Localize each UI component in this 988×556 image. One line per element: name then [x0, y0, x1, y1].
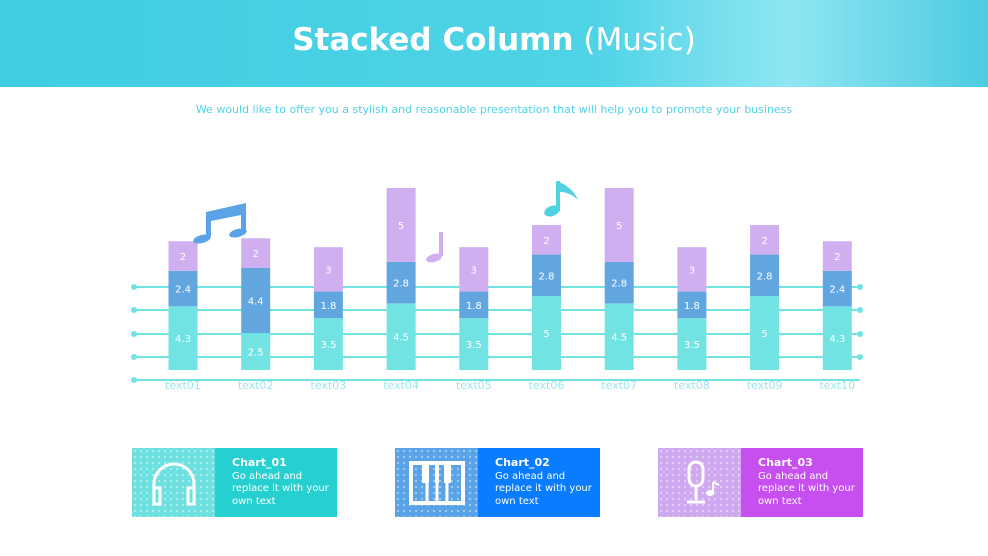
staff-dot — [857, 354, 863, 360]
data-label: 2.4 — [175, 285, 191, 296]
data-label: 1.8 — [466, 301, 482, 312]
page-title: Stacked Column (Music) — [292, 22, 696, 58]
data-label: 2.4 — [829, 285, 845, 296]
bar-segment — [604, 187, 634, 262]
bar-segment — [313, 318, 343, 370]
music-notes-icon — [193, 203, 247, 244]
bar-segment — [822, 306, 852, 370]
x-tick-label: text04 — [383, 379, 419, 392]
data-label: 5 — [761, 329, 767, 340]
data-label: 2 — [834, 252, 840, 263]
x-tick-label: text06 — [529, 379, 565, 392]
data-label: 4.3 — [829, 334, 845, 345]
data-label: 2 — [253, 249, 259, 260]
bar-segment — [386, 303, 416, 370]
x-tick-label: text08 — [674, 379, 710, 392]
data-label: 3 — [325, 265, 331, 276]
x-tick-label: text09 — [747, 379, 783, 392]
staff-dot — [131, 307, 137, 313]
bar-segment — [677, 291, 707, 319]
card-text: Go ahead and replace it with your own te… — [495, 470, 592, 507]
data-label: 2.8 — [393, 279, 409, 290]
x-tick-label: text07 — [601, 379, 637, 392]
data-label: 4.5 — [393, 333, 409, 344]
data-label: 5 — [616, 221, 622, 232]
card-text: Go ahead and replace it with your own te… — [758, 470, 855, 507]
data-label: 1.8 — [684, 301, 700, 312]
bar-segment — [168, 241, 198, 271]
card-title: Chart_03 — [758, 456, 813, 469]
header-banner: Stacked Column (Music) — [0, 0, 988, 87]
stacked-column-chart: 4.3 2.4 2 text01 2.5 4.4 2 text02 3.5 1.8 3 text03 4… — [131, 181, 863, 392]
headphones-icon — [132, 448, 215, 517]
data-label: 2 — [543, 236, 549, 247]
bar-segment — [532, 224, 561, 255]
bar-segment — [386, 187, 416, 262]
data-label: 4.5 — [611, 333, 627, 344]
subtitle: We would like to offer you a stylish and… — [195, 103, 793, 116]
bar-segment — [241, 333, 271, 370]
staff-dot — [131, 377, 137, 383]
bar-segment — [677, 247, 707, 292]
staff-dot — [857, 284, 863, 290]
card-title: Chart_01 — [232, 456, 287, 469]
data-label: 1.8 — [320, 301, 336, 312]
card-text: Go ahead and replace it with your own te… — [232, 470, 329, 507]
microphone-icon — [658, 448, 741, 517]
data-label: 2 — [180, 252, 186, 263]
data-label: 3.5 — [466, 340, 482, 351]
bar-segment — [604, 261, 634, 304]
music-note-icon — [544, 181, 578, 217]
bar-segment — [168, 270, 198, 307]
bar-segment — [313, 247, 343, 292]
card-chart-03: Chart_03 Go ahead and replace it with you… — [658, 448, 863, 517]
bar-segment — [459, 247, 489, 292]
x-tick-label: text05 — [456, 379, 492, 392]
bar-segment — [386, 261, 416, 304]
data-label: 3.5 — [320, 340, 336, 351]
bar-segment — [241, 267, 271, 333]
data-label: 4.3 — [175, 334, 191, 345]
data-label: 3 — [471, 265, 477, 276]
bar-segment — [168, 306, 198, 370]
data-label: 3.5 — [684, 340, 700, 351]
bar-segment — [822, 241, 852, 271]
staff-dot — [857, 307, 863, 313]
bar-segment — [532, 254, 561, 296]
music-note-icon — [426, 232, 443, 263]
bar-segment — [313, 291, 343, 319]
data-label: 5 — [543, 329, 549, 340]
x-tick-label: text02 — [238, 379, 274, 392]
staff-dot — [131, 331, 137, 337]
bar-segment — [750, 224, 780, 255]
data-label: 2.8 — [611, 279, 627, 290]
bar-segment — [822, 270, 852, 307]
bar-segment — [459, 291, 489, 319]
data-label: 2.8 — [757, 271, 773, 282]
bar-segment — [241, 238, 271, 268]
x-tick-label: text03 — [311, 379, 347, 392]
staff-dot — [131, 284, 137, 290]
bar-segment — [604, 303, 634, 370]
data-label: 2.8 — [539, 271, 555, 282]
bar-segment — [459, 318, 489, 370]
staff-dot — [857, 331, 863, 337]
bar-segment — [532, 296, 561, 370]
data-label: 3 — [689, 265, 695, 276]
data-label: 2 — [761, 236, 767, 247]
staff-dot — [131, 354, 137, 360]
piano-icon — [395, 448, 478, 517]
bar-segment — [677, 318, 707, 370]
data-label: 2.5 — [248, 348, 264, 359]
card-chart-01: Chart_01 Go ahead and replace it with you… — [132, 448, 337, 517]
bar-segment — [750, 296, 780, 370]
card-title: Chart_02 — [495, 456, 550, 469]
bar-segment — [750, 254, 780, 296]
x-tick-label: text01 — [165, 379, 201, 392]
data-label: 5 — [398, 221, 404, 232]
data-label: 4.4 — [248, 296, 264, 307]
x-tick-label: text10 — [819, 379, 855, 392]
card-chart-02: Chart_02 Go ahead and replace it with you… — [395, 448, 600, 517]
